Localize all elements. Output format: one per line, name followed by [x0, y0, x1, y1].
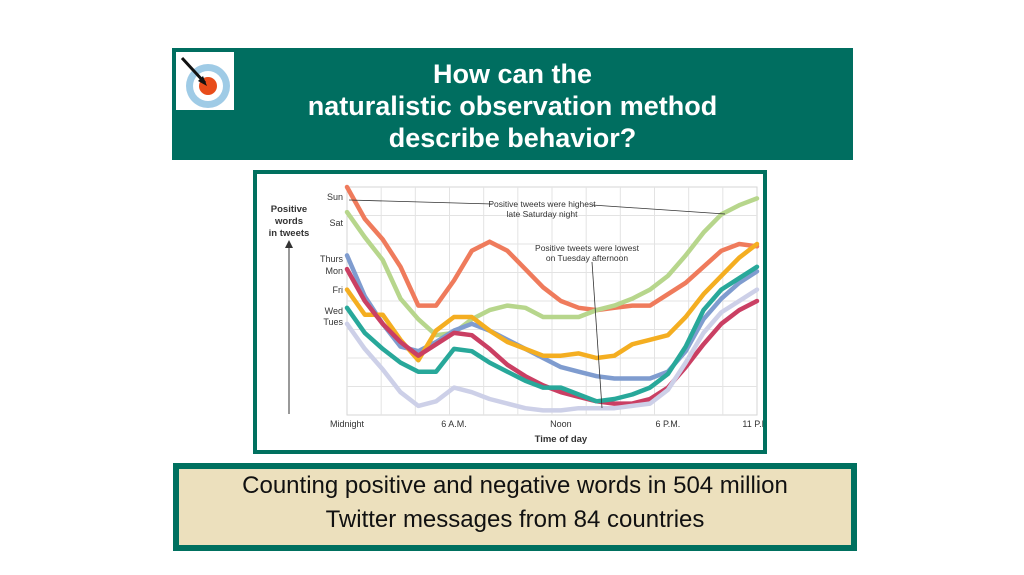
caption: Counting positive and negative words in … [179, 469, 851, 545]
annotation-text: late Saturday night [507, 209, 579, 219]
x-tick-label: 11 P.M. [742, 419, 763, 429]
caption-line: Twitter messages from 84 countries [325, 506, 705, 533]
y-axis-label: words [274, 216, 303, 227]
series-line [344, 264, 760, 404]
y-tick-label: Tues [323, 317, 343, 327]
annotation-text: Positive tweets were highest [488, 199, 596, 209]
title-bar [172, 48, 853, 160]
annotation-leader [591, 204, 726, 215]
series-line [344, 287, 760, 413]
annotation-leader [591, 261, 603, 409]
series-line [344, 184, 760, 313]
title-line: naturalistic observation method [307, 91, 718, 121]
y-tick-label: Sun [327, 192, 343, 202]
title-line: How can the [432, 59, 593, 89]
y-tick-label: Sat [329, 218, 343, 228]
y-axis-arrowhead [285, 240, 293, 248]
series-line [344, 196, 760, 338]
series-line [344, 241, 760, 363]
logo [176, 52, 234, 110]
y-tick-label: Mon [325, 266, 343, 276]
x-tick-label: Noon [550, 419, 572, 429]
x-tick-label: 6 P.M. [655, 419, 680, 429]
y-axis-label: in tweets [269, 228, 310, 239]
x-tick-label: Midnight [330, 419, 365, 429]
y-axis-label: Positive [271, 204, 307, 215]
y-tick-label: Wed [325, 306, 343, 316]
annotation-leader [348, 199, 493, 205]
x-axis-label: Time of day [535, 434, 588, 445]
y-tick-label: Thurs [320, 254, 344, 264]
caption-line: Counting positive and negative words in … [242, 472, 788, 499]
series-line [344, 253, 760, 381]
target-arrow-icon [180, 56, 230, 108]
caption-box: Counting positive and negative words in … [173, 463, 857, 551]
title-line: describe behavior? [388, 123, 637, 153]
chart-frame: Sun Sat Thurs Mon Fri Wed Tues Positive words in … [253, 170, 767, 454]
annotation-text: Positive tweets were lowest [535, 243, 640, 253]
page-title: How can the naturalistic observation met… [250, 58, 775, 154]
annotation-text: on Tuesday afternoon [546, 253, 629, 263]
x-tick-label: 6 A.M. [441, 419, 467, 429]
y-tick-label: Fri [333, 285, 344, 295]
